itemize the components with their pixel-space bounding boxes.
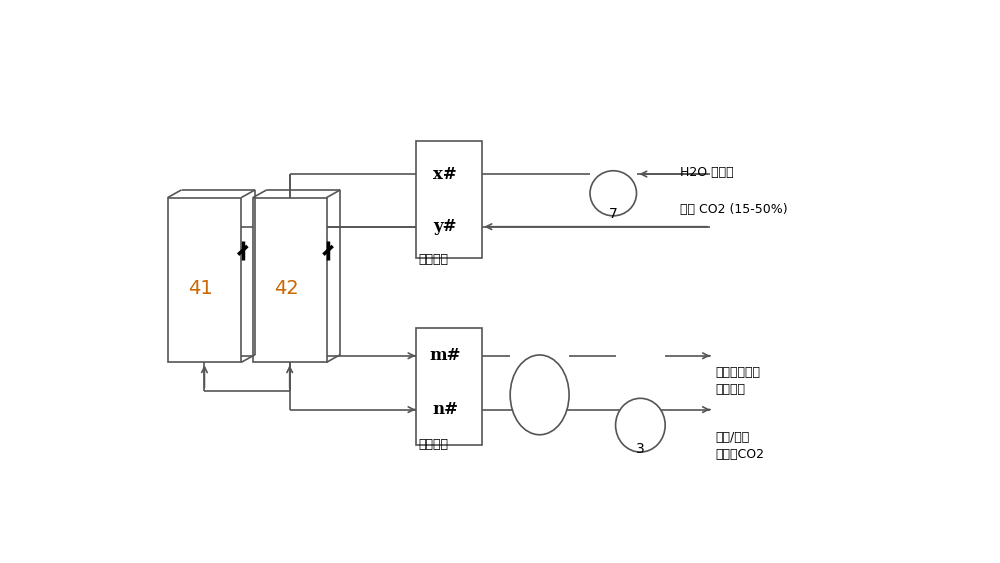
- Bar: [416, 141, 482, 258]
- Text: x#: x#: [433, 166, 457, 182]
- Ellipse shape: [510, 355, 569, 435]
- Text: 气体切换: 气体切换: [418, 253, 448, 266]
- Text: 7: 7: [609, 207, 618, 221]
- Text: 低碳浓度烟气
排入大气: 低碳浓度烟气 排入大气: [716, 365, 761, 396]
- Text: H2O 水蒸气: H2O 水蒸气: [680, 166, 734, 179]
- Text: 利用/隔离
高浓度CO2: 利用/隔离 高浓度CO2: [716, 431, 765, 461]
- Bar: [416, 328, 482, 445]
- Text: n#: n#: [432, 401, 458, 418]
- Ellipse shape: [590, 171, 637, 216]
- Bar: [168, 198, 241, 363]
- Text: 气体切换: 气体切换: [418, 438, 448, 451]
- Text: 41: 41: [188, 279, 213, 298]
- Ellipse shape: [616, 399, 665, 452]
- Bar: [253, 198, 326, 363]
- Text: y#: y#: [434, 218, 457, 235]
- Text: 42: 42: [274, 279, 298, 298]
- Text: m#: m#: [430, 347, 461, 364]
- Text: 尾气 CO2 (15-50%): 尾气 CO2 (15-50%): [680, 203, 788, 216]
- Text: 3: 3: [636, 441, 645, 455]
